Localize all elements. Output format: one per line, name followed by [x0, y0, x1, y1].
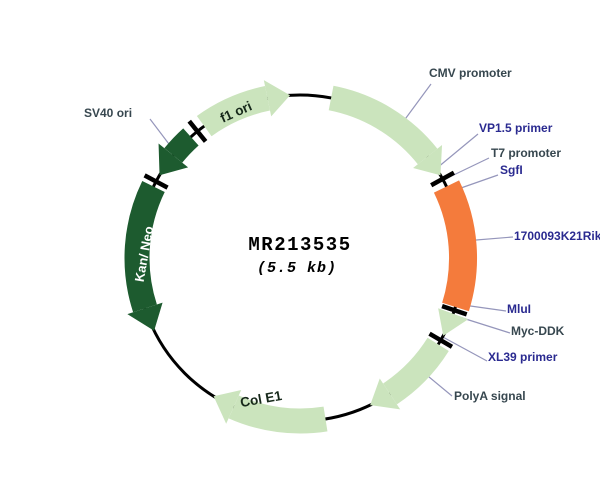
feature-arrowhead-myc-ddk-tag — [438, 308, 469, 336]
feature-arrowhead-sv40-ori — [158, 143, 189, 176]
site-tick-0 — [430, 170, 456, 188]
site-tick-4 — [187, 119, 208, 143]
feature-band-kan-neo — [124, 181, 165, 313]
label-mlui-site: MluI — [507, 302, 531, 316]
feature-band-polya-signal — [382, 337, 449, 405]
leader-line-xl39-primer — [440, 335, 488, 362]
label-xl39-primer: XL39 primer — [488, 350, 558, 364]
label-myc-ddk: Myc-DDK — [511, 324, 565, 338]
leader-line-vp15-primer — [436, 133, 479, 169]
feature-band-orf-1700093K21Rik — [433, 180, 478, 312]
label-sv40-ori: SV40 ori — [84, 106, 133, 120]
feature-band-col-e1 — [228, 395, 328, 434]
site-tick-1 — [441, 303, 468, 317]
feature-arrowhead-cmv-promoter — [413, 145, 443, 176]
feature-arrowhead-kan-neo — [127, 302, 163, 331]
feature-band-sv40-ori — [164, 128, 199, 163]
feature-arrowhead-f1-ori — [263, 80, 291, 117]
label-gene-1700093K21Rik: 1700093K21Rik — [514, 229, 600, 243]
leader-line-cmv-promoter — [402, 83, 432, 123]
label-vp1.5-primer: VP1.5 primer — [479, 121, 553, 135]
feature-band-f1-ori — [196, 86, 271, 137]
feature-band-cmv-promoter — [328, 85, 438, 165]
label-t7-promoter: T7 promoter — [491, 146, 562, 160]
site-tick-2 — [428, 331, 454, 349]
site-tick-3 — [143, 173, 169, 190]
feature-arrowhead-col-e1 — [213, 390, 242, 424]
plasmid-name: MR213535 — [248, 234, 352, 256]
label-polya-signal: PolyA signal — [454, 389, 526, 403]
plasmid-size: (5.5 kb) — [256, 260, 338, 277]
label-sgfi-site: SgfI — [500, 163, 523, 177]
feature-arrowhead-polya-signal — [370, 378, 401, 410]
label-cmv-promoter: CMV promoter — [429, 66, 512, 80]
